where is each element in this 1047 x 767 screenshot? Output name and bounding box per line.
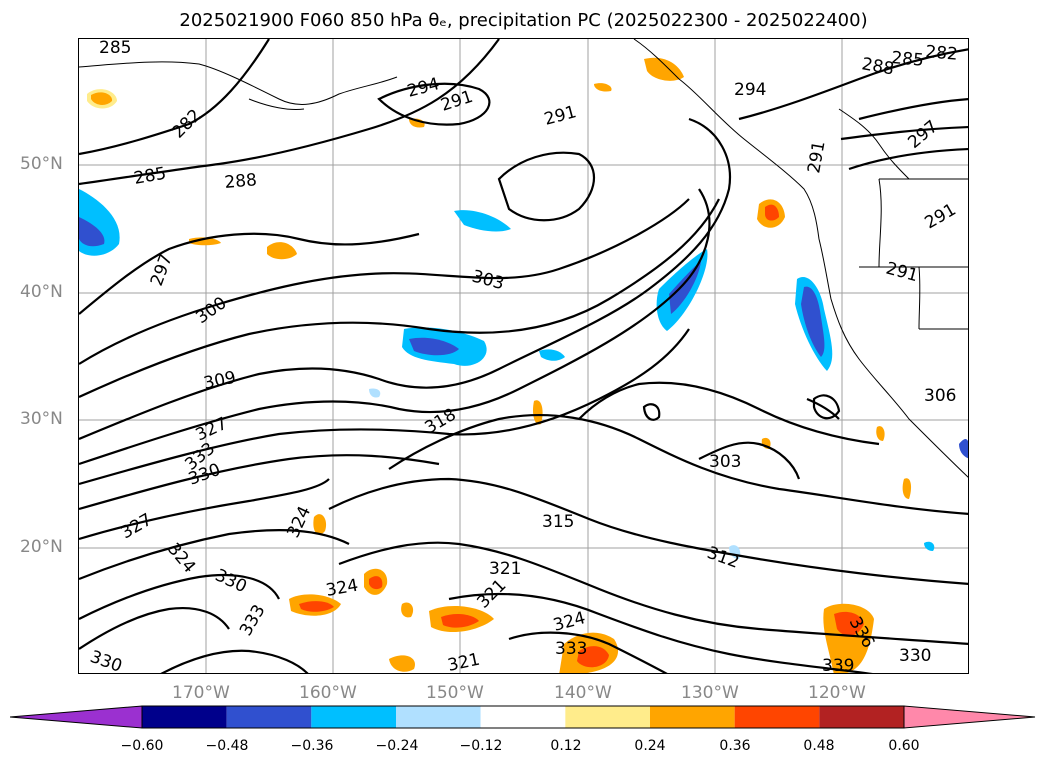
contour-label: 330 (212, 565, 250, 597)
precip-positive-areas (87, 57, 912, 673)
contour-label: 282 (168, 105, 205, 142)
colorbar-tick: 0.36 (719, 738, 751, 754)
contour-label: 291 (804, 139, 829, 174)
colorbar-segment (480, 706, 566, 728)
lat-tick-50N: 50°N (20, 154, 63, 174)
contour-label: 288 (224, 170, 258, 193)
contour-label: 297 (147, 251, 177, 288)
contour-label: 282 (925, 42, 959, 65)
colorbar-segment (311, 706, 396, 728)
colorbar (10, 705, 1036, 729)
lat-tick-20N: 20°N (20, 537, 63, 557)
lon-tick-120W: 120°W (808, 683, 866, 703)
contour-label: 285 (132, 164, 167, 189)
theta-e-contours (79, 39, 968, 673)
contour-label: 324 (324, 576, 359, 601)
contour-label: 339 (822, 656, 854, 674)
colorbar-tick: 0.60 (888, 738, 920, 754)
contour-label: 303 (470, 267, 507, 295)
contour-label: 327 (118, 510, 156, 544)
lon-tick-170W: 170°W (172, 683, 230, 703)
lon-tick-130W: 130°W (681, 683, 739, 703)
contour-label: 294 (734, 80, 766, 100)
colorbar-tick: 0.48 (803, 738, 835, 754)
colorbar-tick: −0.12 (459, 738, 503, 754)
contour-label: 291 (438, 87, 475, 116)
contour-label: 333 (236, 601, 270, 639)
lat-tick-40N: 40°N (20, 282, 63, 302)
contour-label: 306 (924, 386, 956, 406)
colorbar-segment (565, 706, 650, 728)
contour-label: 324 (551, 608, 588, 636)
colorbar-segment (396, 706, 481, 728)
contour-label: 291 (542, 102, 579, 130)
map-panel: 285 294 291 282 285 288 291 294 297 291 … (78, 38, 969, 674)
colorbar-tick: −0.36 (290, 738, 334, 754)
contour-label: 303 (709, 452, 741, 472)
colorbar-extend-max (903, 705, 1036, 729)
coastlines (79, 39, 968, 478)
graticule (79, 39, 968, 673)
lon-tick-140W: 140°W (554, 683, 612, 703)
lon-tick-160W: 160°W (299, 683, 357, 703)
contour-label: 333 (555, 639, 587, 659)
colorbar-segment (650, 706, 735, 728)
contour-label: 294 (405, 74, 442, 102)
colorbar-segment (734, 706, 820, 728)
contour-label: 321 (473, 575, 510, 612)
colorbar-tick: −0.60 (120, 738, 164, 754)
contour-label: 285 (891, 48, 925, 71)
colorbar-tick: 0.12 (550, 738, 582, 754)
contour-label: 324 (283, 503, 315, 541)
contour-label: 291 (884, 259, 921, 287)
lon-tick-150W: 150°W (426, 683, 484, 703)
contour-label: 330 (899, 646, 931, 666)
figure-title: 2025021900 F060 850 hPa θₑ, precipitatio… (179, 10, 868, 31)
contour-label: 300 (192, 293, 230, 328)
contour-label: 297 (904, 117, 942, 153)
contour-label: 330 (87, 647, 124, 674)
contour-label: 321 (446, 650, 482, 674)
contour-label: 291 (922, 200, 960, 234)
contour-label: 321 (489, 559, 521, 579)
contour-label: 324 (163, 539, 199, 577)
colorbar-segment (226, 706, 312, 728)
colorbar-tick: 0.24 (634, 738, 666, 754)
colorbar-segment (142, 706, 227, 728)
colorbar-tick: −0.48 (205, 738, 249, 754)
colorbar-tick: −0.24 (375, 738, 419, 754)
contour-label: 315 (542, 512, 574, 532)
precip-negative-areas (79, 189, 968, 559)
map-canvas: 285 294 291 282 285 288 291 294 297 291 … (79, 39, 968, 674)
colorbar-extend-min (10, 705, 143, 729)
contour-label: 309 (202, 368, 238, 394)
colorbar-segment (819, 706, 904, 728)
contour-label: 285 (99, 39, 131, 58)
lat-tick-30N: 30°N (20, 409, 63, 429)
